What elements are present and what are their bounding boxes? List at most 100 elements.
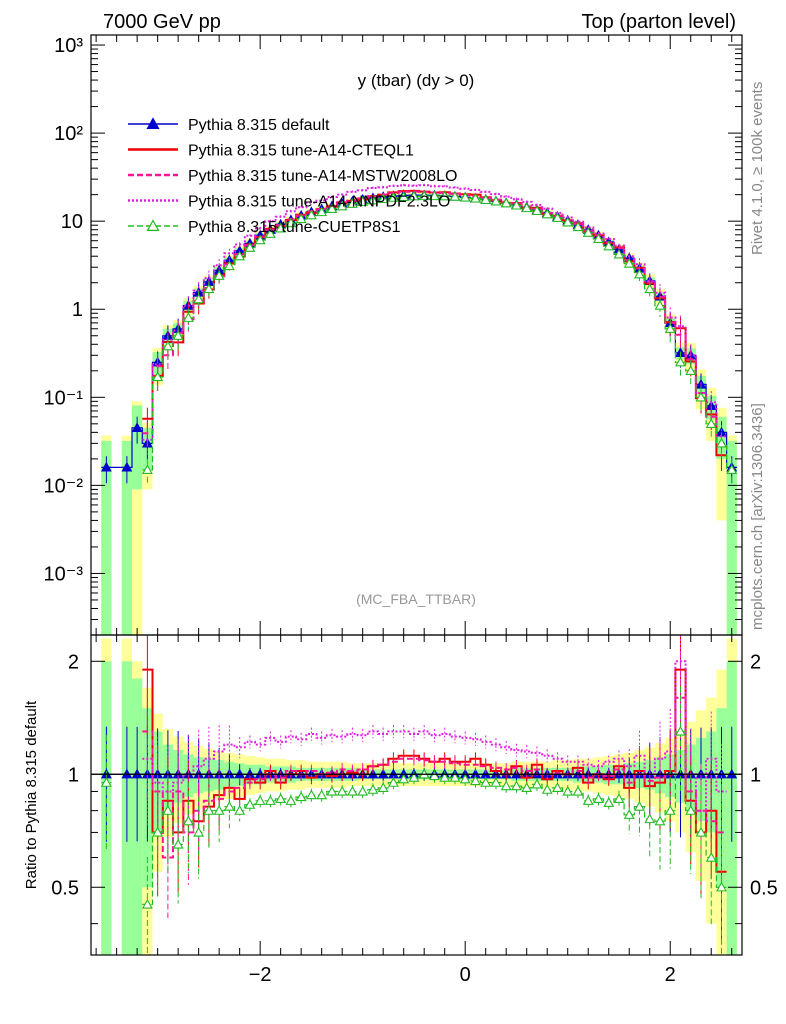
ratio-point-4 [490,777,502,787]
ratio-point-4 [326,785,338,796]
main-point-4 [367,194,379,205]
ratio-point-4 [162,805,174,815]
main-point-4 [213,270,225,280]
main-point-4 [203,283,215,294]
ratio-point-4 [552,782,563,793]
legend-label-2: Pythia 8.315 tune-A14-MSTW2008LO [188,168,457,185]
main-point-4 [316,206,328,217]
main-ytick-label: 1 [72,299,83,321]
main-point-0 [100,461,112,472]
ratio-point-4 [213,805,225,815]
xtick-label: 2 [665,964,676,986]
ratio-point-4 [100,777,112,787]
ratio-point-4 [152,826,164,837]
main-point-4 [408,190,420,201]
main-point-4 [418,190,430,201]
main-point-4 [500,197,512,208]
main-point-4 [336,200,348,211]
ratio-point-4 [470,775,481,786]
ratio-point-4 [377,782,389,793]
ratio-ytick-label-right: 0.5 [750,877,778,899]
legend-label-1: Pythia 8.315 tune-A14-CTEQL1 [188,143,414,160]
ratio-point-4 [695,826,707,837]
main-point-4 [572,221,584,232]
ratio-ytick-label-right: 2 [750,651,761,673]
ratio-point-4 [664,805,676,815]
ratio-point-4 [449,771,461,782]
main-point-4 [480,194,492,204]
main-point-4 [152,371,164,382]
main-point-4 [623,257,635,268]
ratio-point-4 [623,809,635,819]
main-band-outer [132,401,143,635]
ratio-point-4 [562,785,574,796]
ratio-y-label: Ratio to Pythia 8.315 default [23,700,40,889]
plot-title: y (tbar) (dy > 0) [358,71,475,90]
main-point-4 [141,464,153,475]
ratio-line-2 [142,696,727,859]
main-point-4 [449,190,461,201]
rivet-label: Rivet 4.1.0, ≥ 100k events [749,82,766,255]
ratio-ytick-label-right: 1 [750,764,761,786]
main-band-inner [726,440,737,635]
main-point-4 [429,190,440,201]
xtick-label: 0 [460,964,471,986]
main-point-4 [685,365,697,375]
legend-marker-0 [146,117,160,129]
ratio-point-4 [182,815,194,826]
main-point-4 [459,191,471,202]
ratio-point-4 [521,782,533,793]
ratio-point-4 [654,815,666,826]
ratio-point-4 [531,778,543,789]
ratio-point-4 [634,800,645,811]
main-point-4 [695,391,707,402]
ratio-point-4 [295,791,307,802]
ratio-point-4 [316,789,328,800]
mcplots-label: mcplots.cern.ch [arXiv:1306.3436] [749,403,766,630]
xtick-label: −2 [249,964,272,986]
main-point-4 [511,199,522,210]
main-point-4 [716,437,727,448]
ratio-point-4 [582,795,594,805]
main-point-4 [603,240,615,251]
main-line-0 [101,194,737,468]
main-point-4 [254,234,266,245]
ratio-point-4 [223,800,235,811]
legend-label-0: Pythia 8.315 default [188,117,330,134]
main-point-4 [634,268,645,279]
main-point-4 [346,198,358,208]
main-ytick-label: 10² [54,123,83,145]
legend: Pythia 8.315 default Pythia 8.315 tune-A1… [128,117,457,236]
main-point-4 [172,330,184,340]
main-point-4 [613,248,625,259]
ratio-point-4 [593,793,604,804]
ratio-point-4 [675,725,686,736]
main-line-4 [142,195,737,471]
analysis-label: (MC_FBA_TTBAR) [356,591,476,607]
main-ytick-label: 10⁻³ [44,563,84,585]
main-point-4 [377,193,389,204]
ratio-point-4 [254,795,266,805]
ratio-ytick-label: 2 [68,651,79,673]
main-point-4 [439,190,451,201]
main-point-4 [552,212,563,223]
ratio-point-4 [480,777,492,787]
main-point-4 [531,205,543,215]
ratio-point-4 [285,795,297,805]
main-point-4 [644,283,656,294]
legend-label-4: Pythia 8.315 tune-CUETP8S1 [188,219,401,236]
main-point-4 [675,356,686,367]
ratio-point-4 [357,785,369,796]
ratio-point-4 [234,805,246,815]
main-point-4 [295,213,307,224]
main-point-4 [398,191,410,201]
main-ytick-label: 10⁻² [44,475,84,497]
main-point-4 [275,222,287,233]
legend-marker-4 [146,219,160,231]
main-ytick-label: 10⁻¹ [44,387,84,409]
main-point-4 [726,464,738,475]
ratio-point-4 [511,780,522,791]
ratio-point-4 [408,771,420,782]
main-point-4 [234,250,246,261]
